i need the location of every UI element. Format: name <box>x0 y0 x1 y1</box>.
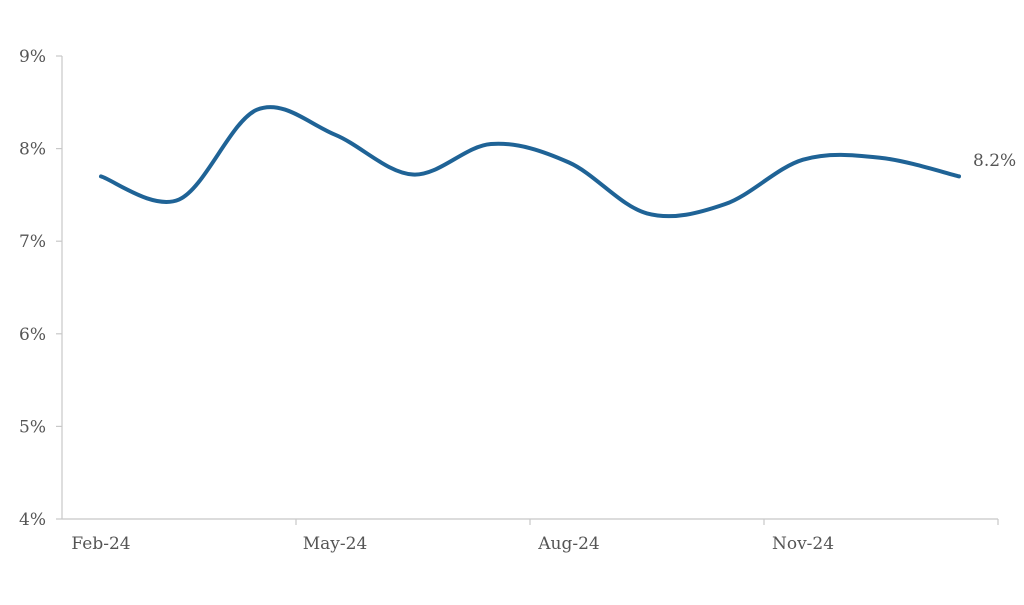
series-line <box>99 105 961 219</box>
x-tick-label: Aug-24 <box>537 534 599 554</box>
y-tick-label: 8% <box>19 140 46 160</box>
y-tick-label: 6% <box>19 325 46 345</box>
end-value-label: 8.2% <box>973 151 1016 171</box>
y-tick-label: 7% <box>19 232 46 252</box>
x-tick-label: May-24 <box>303 534 368 554</box>
y-tick-label: 5% <box>19 417 46 437</box>
x-tick-label: Nov-24 <box>772 534 834 554</box>
y-tick-label: 9% <box>19 47 46 67</box>
y-axis-ticks: 4% 5% 6% 7% 8% 9% <box>19 47 62 530</box>
x-tick-label: Feb-24 <box>71 534 130 554</box>
chart-axes <box>61 56 998 520</box>
x-axis-ticks: Feb-24 May-24 Aug-24 Nov-24 <box>71 519 999 554</box>
y-tick-label: 4% <box>19 510 46 530</box>
series-group <box>99 105 961 219</box>
